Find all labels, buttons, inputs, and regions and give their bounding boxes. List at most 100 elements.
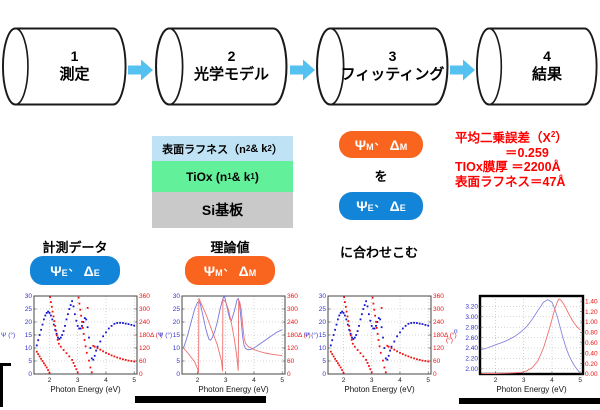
svg-text:2.60: 2.60 [465, 335, 478, 342]
svg-text:10: 10 [173, 345, 181, 352]
svg-text:2: 2 [494, 377, 498, 384]
particle-wo-text: を [374, 169, 388, 184]
flow-step-4: 4 結果 [476, 27, 598, 106]
svg-text:2.40: 2.40 [465, 345, 478, 352]
svg-text:120: 120 [433, 345, 444, 352]
svg-text:360: 360 [433, 293, 444, 300]
svg-text:120: 120 [139, 345, 150, 352]
flow-arrow-icon [290, 59, 315, 81]
cylinder-shape [2, 27, 127, 106]
svg-text:(°): (°) [446, 336, 453, 344]
svg-text:0: 0 [433, 371, 437, 378]
svg-text:25: 25 [173, 306, 181, 313]
svg-text:240: 240 [433, 319, 444, 326]
svg-text:300: 300 [433, 306, 444, 313]
theory-caption: 理論値 [210, 240, 250, 255]
svg-text:0: 0 [139, 371, 143, 378]
pill-psi-delta-measured-bottom: Ψ E、 Δ E [30, 256, 120, 285]
flow-arrow-icon [128, 59, 153, 81]
step-label: 測定 [59, 65, 90, 83]
svg-text:60: 60 [287, 358, 295, 365]
step-number: 1 [70, 48, 79, 65]
svg-text:0: 0 [28, 371, 32, 378]
svg-text:15: 15 [319, 332, 327, 339]
svg-text:3: 3 [522, 377, 526, 384]
svg-text:Δ (°): Δ (°) [444, 331, 457, 339]
svg-text:300: 300 [287, 306, 298, 313]
svg-text:5: 5 [28, 358, 32, 365]
svg-text:3: 3 [76, 377, 80, 384]
flow-step-2: 2 光学モデル [155, 27, 288, 106]
result-mse: 平均二乗誤差（X2） [455, 130, 568, 146]
svg-text:300: 300 [139, 306, 150, 313]
svg-text:0: 0 [287, 371, 291, 378]
chart-theoretical-spectra: 0 5 10 15 20 25 30 0 60 120 180 240 300 360 2 3 4 5 Photon… [148, 291, 320, 405]
svg-text:120: 120 [287, 345, 298, 352]
svg-text:240: 240 [287, 319, 298, 326]
svg-text:20: 20 [25, 319, 33, 326]
svg-text:10: 10 [319, 345, 327, 352]
svg-text:180: 180 [139, 332, 150, 339]
corner-mark-vertical [0, 363, 3, 407]
svg-text:Photon Energy (eV): Photon Energy (eV) [344, 385, 415, 394]
svg-text:20: 20 [173, 319, 181, 326]
svg-text:2: 2 [196, 377, 200, 384]
svg-text:180: 180 [287, 332, 298, 339]
svg-text:0: 0 [176, 371, 180, 378]
flow-arrow-icon [450, 59, 475, 81]
underline-bar-nk-chart [459, 398, 600, 404]
svg-text:240: 240 [139, 319, 150, 326]
pill-psi-delta-measured: Ψ E、 Δ E [339, 192, 423, 220]
svg-text:25: 25 [319, 306, 327, 313]
svg-text:2.80: 2.80 [465, 324, 478, 331]
svg-text:0.60: 0.60 [585, 340, 598, 347]
svg-text:4: 4 [398, 377, 402, 384]
svg-text:Ψ (°): Ψ (°) [1, 331, 15, 339]
step-label: 光学モデル [193, 65, 269, 83]
layer-si-substrate: Si基板 [152, 192, 293, 228]
cylinder-shape [155, 27, 288, 106]
svg-text:0.80: 0.80 [585, 330, 598, 337]
svg-text:n: n [454, 328, 458, 335]
step-label: フィッティング [340, 65, 445, 83]
svg-text:30: 30 [25, 293, 33, 300]
svg-text:0.20: 0.20 [585, 361, 598, 368]
svg-text:2.00: 2.00 [465, 366, 478, 373]
step-number: 4 [543, 48, 551, 65]
svg-text:5: 5 [322, 358, 326, 365]
svg-text:5: 5 [578, 377, 582, 384]
svg-text:3: 3 [370, 377, 374, 384]
step-number: 2 [227, 48, 236, 65]
svg-text:20: 20 [319, 319, 327, 326]
svg-text:2.20: 2.20 [465, 356, 478, 363]
svg-text:Photon Energy (eV): Photon Energy (eV) [198, 385, 269, 394]
svg-text:0.00: 0.00 [585, 371, 598, 378]
fit-into-text: に合わせこむ [340, 245, 419, 260]
svg-text:4: 4 [252, 377, 256, 384]
svg-text:5: 5 [280, 377, 284, 384]
measured-data-caption: 計測データ [42, 240, 108, 255]
svg-text:30: 30 [319, 293, 327, 300]
svg-text:10: 10 [25, 345, 33, 352]
svg-text:3: 3 [224, 377, 228, 384]
svg-text:5: 5 [132, 377, 136, 384]
fit-results-text: 平均二乗誤差（X2） ＝0.259 TIOx膜厚 ＝2200Å 表面ラフネス＝4… [455, 128, 568, 189]
cylinder-shape [316, 27, 449, 106]
svg-text:4: 4 [550, 377, 554, 384]
flow-arrow-icon [290, 59, 315, 81]
result-mse-value: ＝0.259 [505, 145, 549, 160]
flow-arrow-icon [450, 59, 475, 81]
svg-text:180: 180 [433, 332, 444, 339]
corner-mark-horizontal [0, 363, 11, 366]
step-label: 結果 [531, 65, 562, 83]
svg-text:60: 60 [139, 358, 147, 365]
result-thickness: TIOx膜厚 ＝2200Å [455, 160, 561, 175]
chart-plot: 2.00 2.20 2.40 2.60 2.80 3.00 3.20 0.00 0.20 0.40… [446, 294, 598, 394]
chart-optical-constants: 2.00 2.20 2.40 2.60 2.80 3.00 3.20 0.00 0.20 0.40… [446, 291, 600, 405]
svg-text:15: 15 [173, 332, 181, 339]
svg-text:1.40: 1.40 [585, 298, 598, 305]
svg-text:0.40: 0.40 [585, 350, 598, 357]
